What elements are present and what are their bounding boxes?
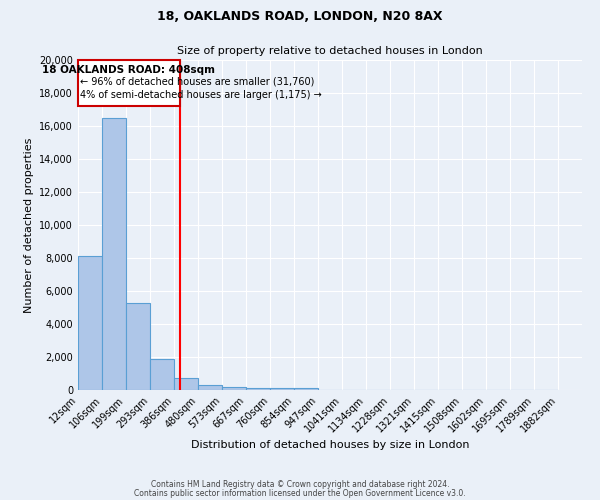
Title: Size of property relative to detached houses in London: Size of property relative to detached ho… <box>177 46 483 56</box>
Text: Contains public sector information licensed under the Open Government Licence v3: Contains public sector information licen… <box>134 489 466 498</box>
Bar <box>102 118 126 390</box>
Bar <box>78 60 179 106</box>
Bar <box>198 385 222 390</box>
Text: 18, OAKLANDS ROAD, LONDON, N20 8AX: 18, OAKLANDS ROAD, LONDON, N20 8AX <box>157 10 443 23</box>
Text: Contains HM Land Registry data © Crown copyright and database right 2024.: Contains HM Land Registry data © Crown c… <box>151 480 449 489</box>
Bar <box>222 386 246 390</box>
X-axis label: Distribution of detached houses by size in London: Distribution of detached houses by size … <box>191 440 469 450</box>
Text: 4% of semi-detached houses are larger (1,175) →: 4% of semi-detached houses are larger (1… <box>80 90 322 100</box>
Y-axis label: Number of detached properties: Number of detached properties <box>24 138 34 312</box>
Bar <box>294 388 318 390</box>
Bar <box>246 388 270 390</box>
Bar <box>78 256 102 390</box>
Bar <box>270 388 294 390</box>
Bar <box>126 302 150 390</box>
Bar <box>150 360 174 390</box>
Bar <box>174 378 198 390</box>
Text: 18 OAKLANDS ROAD: 408sqm: 18 OAKLANDS ROAD: 408sqm <box>43 65 215 75</box>
Text: ← 96% of detached houses are smaller (31,760): ← 96% of detached houses are smaller (31… <box>80 76 314 86</box>
